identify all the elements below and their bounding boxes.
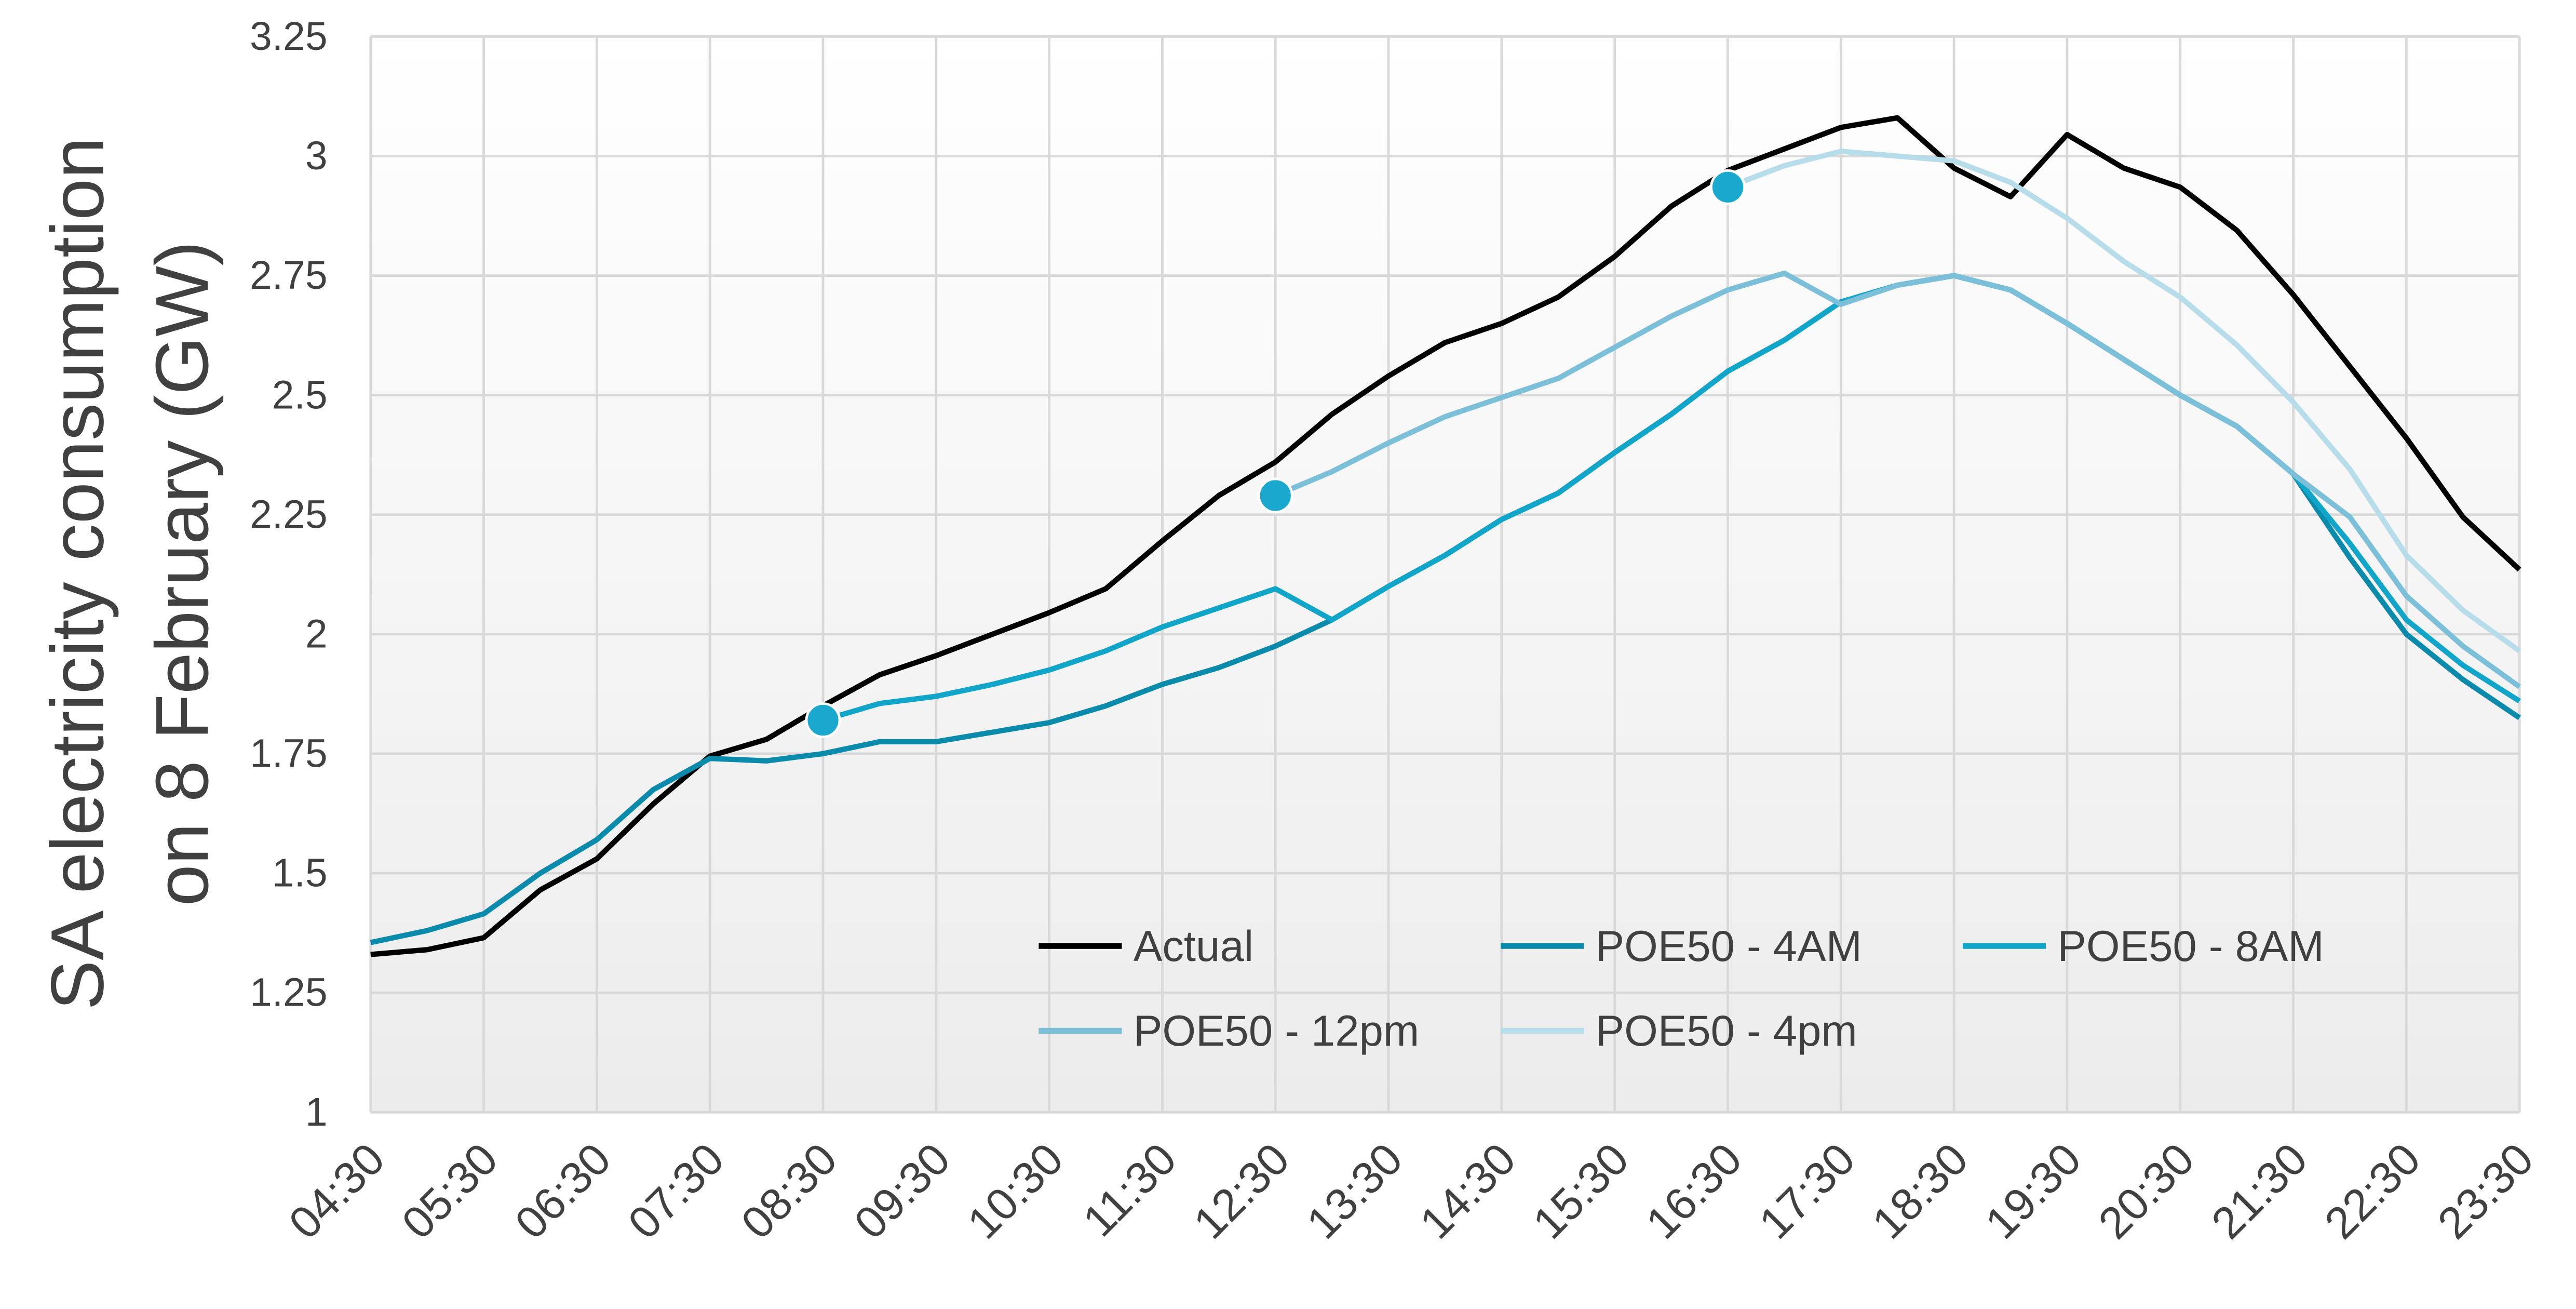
x-tick-label: 21:30 <box>2202 1134 2317 1249</box>
x-tick-label: 08:30 <box>732 1134 847 1249</box>
x-tick-label: 15:30 <box>1523 1134 1638 1249</box>
series-line <box>1727 149 2521 653</box>
y-tick-label: 2.5 <box>272 372 328 417</box>
x-tick-label: 23:30 <box>2429 1134 2543 1249</box>
y-tick-label: 1 <box>305 1090 328 1134</box>
y-axis-label-line: on 8 February (GW) <box>140 241 224 906</box>
x-tick-label: 05:30 <box>393 1134 507 1249</box>
x-tick-label: 19:30 <box>1976 1134 2091 1249</box>
y-tick-label: 3 <box>305 133 328 178</box>
x-tick-label: 09:30 <box>845 1134 960 1249</box>
series-line <box>370 115 2521 957</box>
y-tick-label: 1.5 <box>272 851 328 896</box>
y-axis-label: SA electricity consumption on 8 February … <box>35 137 224 1010</box>
y-tick-label: 3.25 <box>250 14 327 59</box>
x-tick-label: 16:30 <box>1637 1134 1751 1249</box>
y-tick-label: 2.75 <box>250 253 327 298</box>
x-tick-label: 06:30 <box>506 1134 621 1249</box>
x-tick-label: 20:30 <box>2089 1134 2204 1249</box>
x-tick-label: 14:30 <box>1411 1134 1526 1249</box>
x-tick-label: 04:30 <box>279 1134 394 1249</box>
x-tick-label: 17:30 <box>1750 1134 1865 1249</box>
start-marker <box>805 702 841 738</box>
y-axis-label-line: SA electricity consumption <box>35 137 119 1010</box>
y-tick-label: 1.75 <box>250 731 327 776</box>
plot-area <box>370 36 2520 1113</box>
legend-label: POE50 - 12pm <box>1134 1007 1419 1055</box>
x-tick-label: 22:30 <box>2315 1134 2430 1249</box>
x-tick-label: 11:30 <box>1074 1134 1186 1246</box>
y-tick-label: 2 <box>305 611 328 656</box>
series-line <box>1274 270 2521 689</box>
x-tick-label: 18:30 <box>1863 1134 1978 1249</box>
legend-label: POE50 - 4AM <box>1596 922 1862 970</box>
x-tick-label: 12:30 <box>1184 1134 1299 1249</box>
x-tick-label: 10:30 <box>958 1134 1073 1249</box>
x-tick-label: 07:30 <box>619 1134 734 1249</box>
y-tick-label: 2.25 <box>250 492 327 537</box>
legend-label: POE50 - 4pm <box>1596 1007 1857 1055</box>
y-tick-label: 1.25 <box>250 970 327 1015</box>
x-tick-label: 13:30 <box>1298 1134 1412 1249</box>
start-marker <box>1710 169 1746 205</box>
legend-label: POE50 - 8AM <box>2057 922 2324 970</box>
start-marker <box>1257 477 1293 514</box>
legend-label: Actual <box>1134 922 1253 970</box>
